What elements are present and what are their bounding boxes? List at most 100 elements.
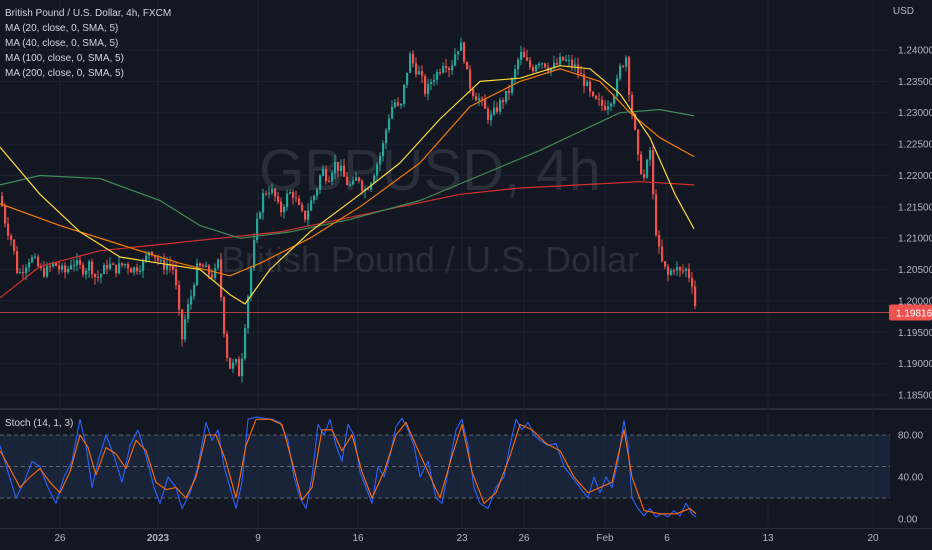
candle-body [424, 76, 427, 94]
candle-body [550, 68, 553, 72]
ma20-legend[interactable]: MA (20, close, 0, SMA, 5) [5, 23, 119, 34]
candle-body [685, 268, 688, 272]
candle-body [151, 251, 154, 256]
candle-body [610, 103, 613, 107]
candle-body [175, 269, 178, 286]
candle-body [4, 206, 7, 224]
symbol-title[interactable]: British Pound / U.S. Dollar, 4h, FXCM [5, 8, 172, 19]
candle-body [289, 191, 292, 194]
candle-body [235, 359, 238, 363]
candle-body [625, 57, 628, 67]
candle-body [157, 257, 160, 261]
candle-body [367, 189, 370, 191]
candle-body [562, 56, 565, 61]
time-axis-border [0, 528, 932, 529]
candle-body [526, 57, 529, 61]
candle-body [82, 264, 85, 275]
candle-body [43, 268, 46, 277]
candle-body [415, 63, 418, 75]
candle-body [688, 268, 691, 279]
candle-body [472, 88, 475, 97]
candle-body [574, 64, 577, 67]
candle-body [331, 172, 334, 182]
candle-body [439, 71, 442, 73]
candle-body [349, 184, 352, 186]
candle-body [70, 265, 73, 270]
candle-body [457, 50, 460, 55]
candle-body [346, 176, 349, 185]
candle-body [76, 260, 79, 265]
candle-body [409, 53, 412, 73]
ma100-legend[interactable]: MA (100, close, 0, SMA, 5) [5, 53, 124, 64]
candle-body [310, 200, 313, 211]
candle-body [520, 51, 523, 60]
candle-body [661, 246, 664, 262]
ma100-line [0, 109, 695, 239]
candle-body [10, 235, 13, 240]
candle-body [391, 106, 394, 119]
candle-body [451, 65, 454, 71]
candle-body [670, 270, 673, 275]
candle-body [400, 103, 403, 106]
candle-body [568, 59, 571, 61]
stoch-tick-label: 40.00 [898, 473, 923, 484]
candle-body [52, 262, 55, 267]
stoch-legend[interactable]: Stoch (14, 1, 3) [5, 418, 74, 429]
price-tick-label: 1.18500 [898, 391, 932, 402]
candle-body [193, 285, 196, 297]
candle-body [373, 175, 376, 184]
price-tick-label: 1.21500 [898, 202, 932, 213]
candle-body [28, 262, 31, 268]
candle-body [493, 107, 496, 115]
candle-body [283, 206, 286, 213]
candle-body [58, 265, 61, 270]
candle-body [589, 81, 592, 92]
ma40-legend[interactable]: MA (40, close, 0, SMA, 5) [5, 38, 119, 49]
candle-body [61, 265, 64, 270]
candle-body [178, 285, 181, 310]
candle-body [667, 266, 670, 275]
currency-label[interactable]: USD [892, 6, 914, 17]
candle-body [430, 81, 433, 85]
candle-body [109, 263, 112, 269]
candle-body [487, 108, 490, 121]
candle-body [385, 129, 388, 144]
candle-body [256, 218, 259, 241]
candle-body [679, 267, 682, 271]
stoch-tick-label: 0.00 [898, 515, 918, 526]
candle-body [160, 260, 163, 262]
candle-body [22, 271, 25, 274]
candle-body [616, 78, 619, 97]
candle-body [682, 270, 685, 272]
candle-body [286, 193, 289, 207]
candle-body [19, 271, 22, 274]
candle-body [673, 270, 676, 272]
candle-body [271, 188, 274, 193]
candle-body [541, 63, 544, 65]
time-tick-label: 2023 [147, 533, 170, 544]
candle-body [442, 66, 445, 73]
candle-body [604, 105, 607, 110]
candle-body [313, 195, 316, 201]
candle-body [238, 359, 241, 377]
candle-body [130, 268, 133, 273]
candle-body [40, 265, 43, 269]
candle-body [253, 240, 256, 269]
candle-body [295, 197, 298, 199]
pane-separator [0, 408, 932, 410]
last-price-label: 1.19816 [896, 308, 932, 319]
candle-body [529, 60, 532, 68]
candle-body [484, 99, 487, 109]
candle-body [694, 286, 697, 306]
candle-body [340, 165, 343, 171]
candle-body [277, 196, 280, 202]
candle-body [268, 192, 271, 194]
ma200-legend[interactable]: MA (200, close, 0, SMA, 5) [5, 68, 124, 79]
candle-body [208, 265, 211, 275]
candle-body [250, 268, 253, 297]
candle-body [7, 223, 10, 236]
candle-body [319, 175, 322, 190]
candle-body [88, 261, 91, 271]
candle-body [397, 102, 400, 106]
